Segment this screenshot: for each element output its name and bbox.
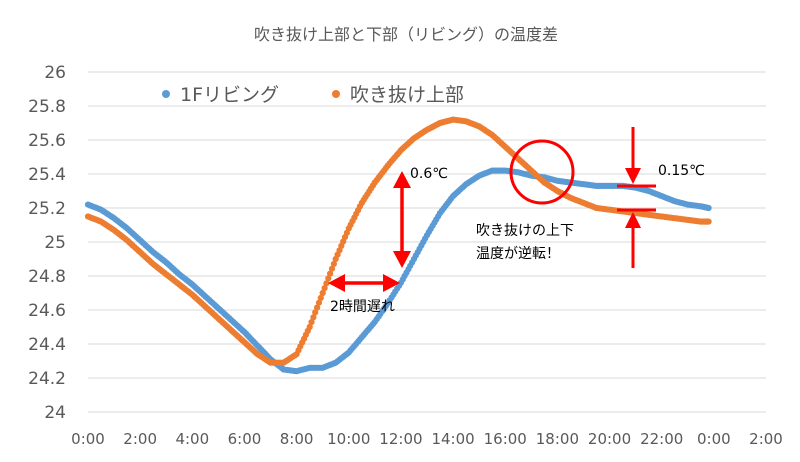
data-point — [312, 309, 319, 316]
x-tick-label: 10:00 — [327, 430, 370, 448]
lag-arrow-horizontal — [328, 274, 400, 292]
data-point — [705, 218, 712, 225]
y-tick-label: 24.8 — [28, 267, 66, 287]
x-tick-label: 2:00 — [123, 430, 157, 448]
y-tick-label: 26 — [44, 63, 66, 83]
series-atrium-top — [84, 116, 712, 366]
gridlines — [88, 71, 766, 413]
crossover-highlight-circle — [509, 139, 575, 205]
data-point — [319, 289, 326, 297]
legend: 1Fリビング 吹き抜け上部 — [162, 84, 464, 106]
data-point — [310, 314, 317, 321]
data-point — [325, 275, 332, 282]
data-point — [314, 304, 321, 311]
legend-marker-1f-living — [162, 90, 170, 98]
data-point — [323, 280, 330, 287]
data-point — [306, 323, 313, 331]
annotations: 0.6℃ 2時間遅れ 吹き抜けの上下 温度が逆転！ 0.15℃ — [328, 127, 705, 315]
y-tick-label: 25 — [44, 233, 66, 253]
data-point — [328, 265, 336, 272]
x-tick-label: 8:00 — [280, 430, 314, 448]
x-tick-label: 22:00 — [640, 430, 683, 448]
y-tick-label: 24.2 — [28, 369, 66, 389]
annotation-reverse-line2: 温度が逆転！ — [476, 246, 560, 262]
data-point — [308, 319, 315, 326]
y-tick-label: 25.8 — [28, 97, 66, 117]
x-tick-label: 12:00 — [379, 430, 422, 448]
diff-marker-0-15 — [617, 127, 656, 268]
x-tick-label: 18:00 — [536, 430, 579, 448]
chart-title: 吹き抜け上部と下部（リビング）の温度差 — [254, 25, 558, 44]
data-point — [705, 204, 712, 212]
data-point — [321, 285, 328, 292]
legend-marker-atrium-top — [332, 90, 340, 98]
x-tick-label: 6:00 — [228, 430, 262, 448]
y-tick-label: 25.6 — [28, 131, 66, 151]
x-axis-ticks: 0:00 2:00 4:00 6:00 8:00 10:00 12:00 14:00 16:00… — [71, 430, 783, 448]
x-tick-label: 0:00 — [697, 430, 731, 448]
data-point — [330, 260, 337, 267]
x-tick-label: 4:00 — [175, 430, 209, 448]
data-point — [315, 299, 323, 306]
y-tick-label: 25.2 — [28, 199, 66, 219]
x-tick-label: 0:00 — [71, 430, 105, 448]
data-point — [327, 270, 334, 277]
x-tick-label: 2:00 — [749, 430, 783, 448]
y-axis-ticks: 24 24.2 24.4 24.6 24.8 25 25.2 25.4 25.6 25.8 26 — [28, 63, 66, 423]
legend-label-1f-living: 1Fリビング — [180, 84, 279, 106]
legend-label-atrium-top: 吹き抜け上部 — [350, 84, 464, 106]
diff-arrow-vertical — [393, 171, 411, 268]
annotation-reverse-line1: 吹き抜けの上下 — [476, 223, 574, 239]
annotation-diff-0-15: 0.15℃ — [658, 163, 705, 179]
annotation-diff-0-6: 0.6℃ — [410, 166, 448, 182]
x-tick-label: 14:00 — [431, 430, 474, 448]
y-tick-label: 25.4 — [28, 165, 66, 185]
data-point — [317, 294, 324, 301]
y-tick-label: 24 — [44, 403, 66, 423]
y-tick-label: 24.6 — [28, 301, 66, 321]
x-tick-label: 20:00 — [588, 430, 631, 448]
y-tick-label: 24.4 — [28, 335, 66, 355]
x-tick-label: 16:00 — [484, 430, 527, 448]
annotation-lag: 2時間遅れ — [330, 299, 395, 315]
